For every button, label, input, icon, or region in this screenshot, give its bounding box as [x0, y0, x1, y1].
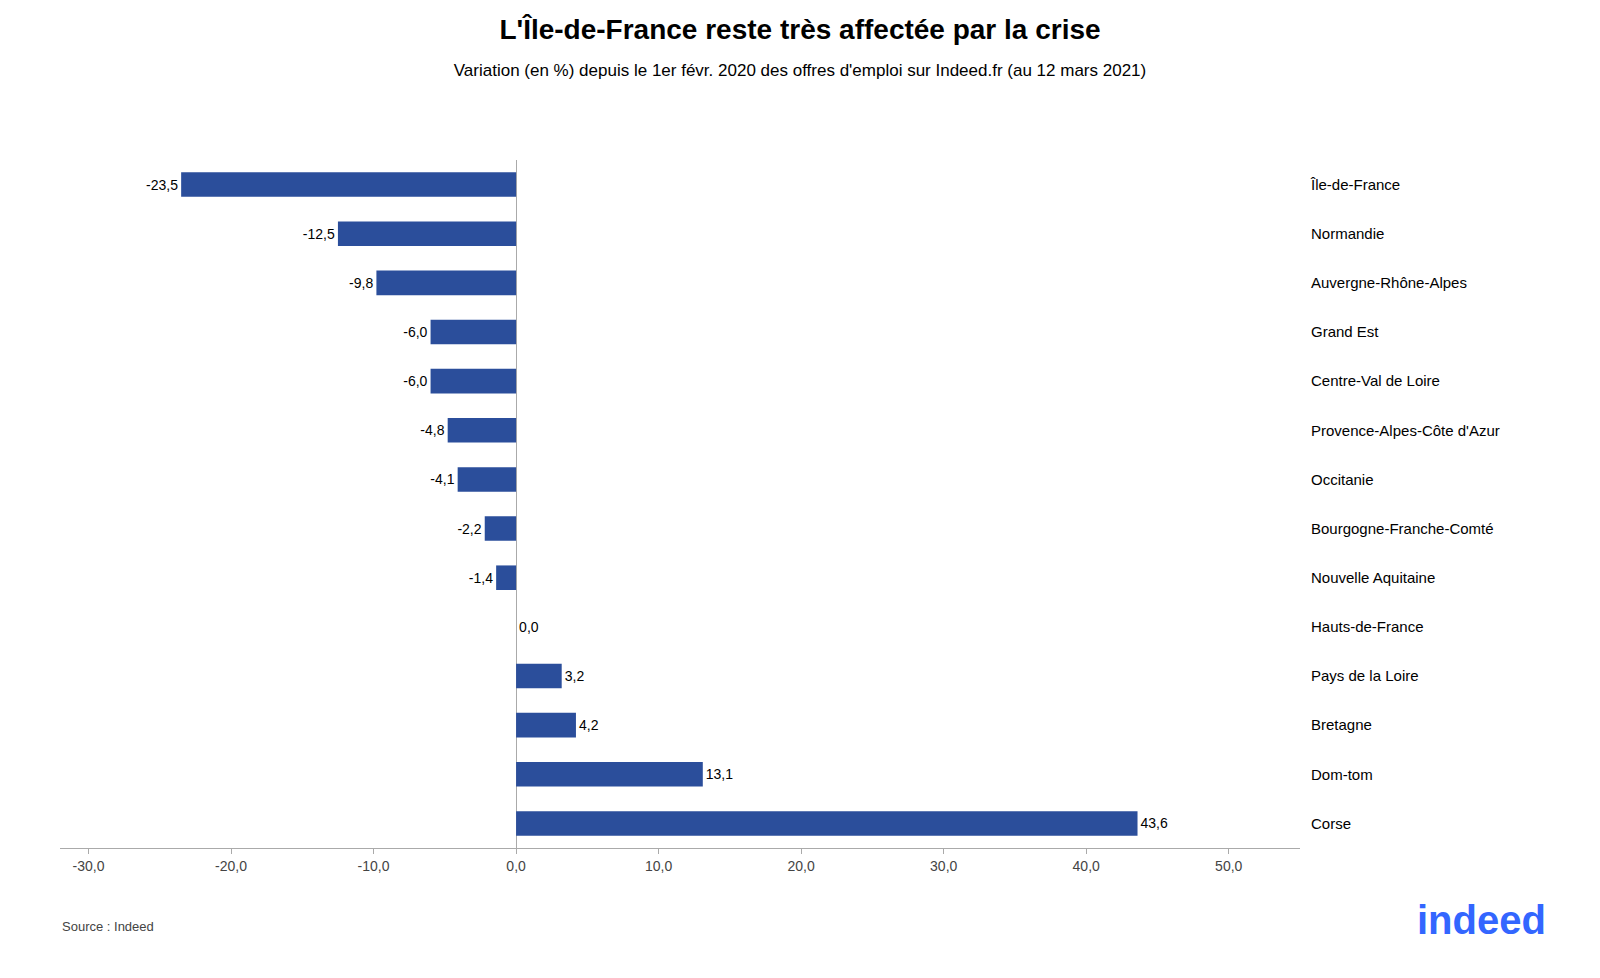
svg-text:-2,2: -2,2 [457, 521, 481, 537]
svg-text:-12,5: -12,5 [303, 226, 335, 242]
svg-text:0,0: 0,0 [519, 619, 539, 635]
svg-text:L'Île-de-France reste très aff: L'Île-de-France reste très affectée par … [454, 14, 1146, 79]
svg-text:Grand Est: Grand Est [1311, 323, 1379, 340]
svg-text:-23,5: -23,5 [146, 177, 178, 193]
svg-text:Centre-Val de Loire: Centre-Val de Loire [1311, 372, 1440, 389]
svg-text:-6,0: -6,0 [403, 324, 427, 340]
svg-text:-1,4: -1,4 [469, 570, 493, 586]
svg-text:0,0: 0,0 [506, 858, 526, 874]
svg-text:10,0: 10,0 [645, 858, 672, 874]
svg-text:Bretagne: Bretagne [1311, 716, 1372, 733]
svg-text:Dom-tom: Dom-tom [1311, 766, 1373, 783]
svg-text:50,0: 50,0 [1215, 858, 1242, 874]
svg-text:-10,0: -10,0 [358, 858, 390, 874]
svg-text:Pays de la Loire: Pays de la Loire [1311, 667, 1419, 684]
svg-text:Auvergne-Rhône-Alpes: Auvergne-Rhône-Alpes [1311, 274, 1467, 291]
svg-text:Bourgogne-Franche-Comté: Bourgogne-Franche-Comté [1311, 520, 1494, 537]
svg-text:4,2: 4,2 [579, 717, 599, 733]
svg-text:3,2: 3,2 [565, 668, 585, 684]
svg-text:Occitanie: Occitanie [1311, 471, 1374, 488]
svg-text:-30,0: -30,0 [73, 858, 105, 874]
svg-text:13,1: 13,1 [706, 766, 733, 782]
svg-text:-4,8: -4,8 [420, 422, 444, 438]
svg-text:Provence-Alpes-Côte d'Azur: Provence-Alpes-Côte d'Azur [1311, 422, 1500, 439]
svg-text:Hauts-de-France: Hauts-de-France [1311, 618, 1424, 635]
svg-text:43,6: 43,6 [1141, 815, 1168, 831]
svg-text:-4,1: -4,1 [430, 471, 454, 487]
svg-text:indeed: indeed [1417, 898, 1546, 942]
svg-text:Corse: Corse [1311, 815, 1351, 832]
svg-text:20,0: 20,0 [788, 858, 815, 874]
svg-text:-9,8: -9,8 [349, 275, 373, 291]
svg-text:-6,0: -6,0 [403, 373, 427, 389]
svg-text:Source : Indeed: Source : Indeed [62, 919, 154, 934]
svg-text:Normandie: Normandie [1311, 225, 1384, 242]
svg-text:Île-de-France: Île-de-France [1310, 176, 1400, 193]
svg-text:40,0: 40,0 [1073, 858, 1100, 874]
svg-text:30,0: 30,0 [930, 858, 957, 874]
svg-text:Nouvelle Aquitaine: Nouvelle Aquitaine [1311, 569, 1435, 586]
svg-text:-20,0: -20,0 [215, 858, 247, 874]
